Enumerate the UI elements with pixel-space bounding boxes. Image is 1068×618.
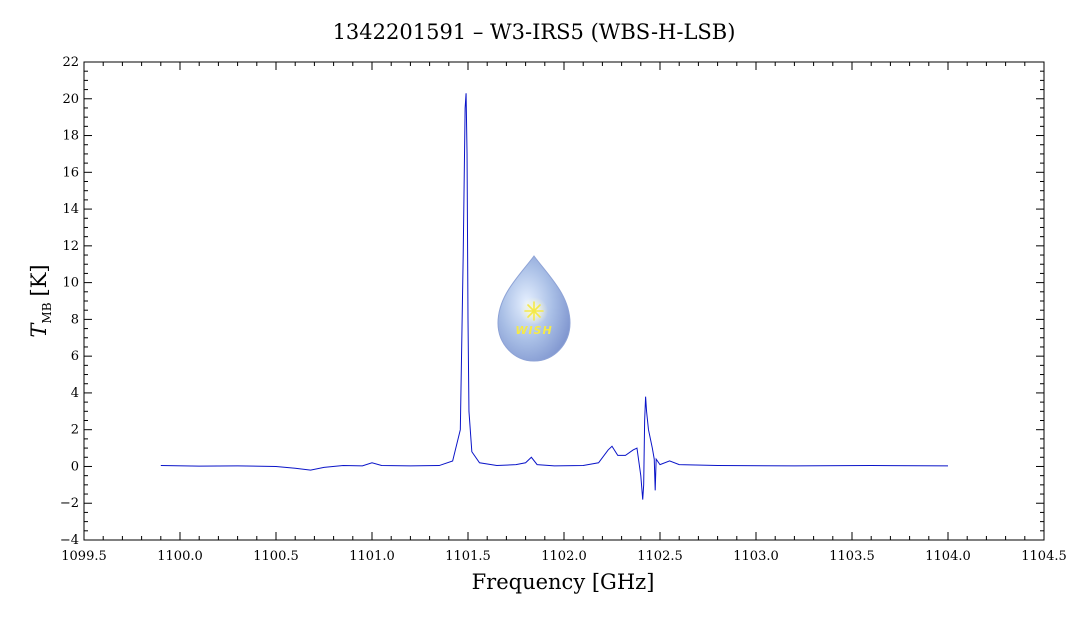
y-tick-labels: −4 −2 0 2 4 6 8 10 12 14 16 18 20 22 [60,55,79,548]
logo-text: WISH [515,324,552,337]
y-tick-label: 12 [62,239,79,254]
x-tick-label: 1099.5 [61,549,107,564]
y-axis-label: TMB [K] [27,264,54,337]
y-tick-label: 16 [62,165,79,180]
y-tick-label: 6 [71,349,79,364]
star-icon [524,301,544,321]
y-tick-label: 14 [62,202,79,217]
x-tick-labels: 1099.5 1100.0 1100.5 1101.0 1101.5 1102.0 1102… [61,549,1067,564]
y-tick-label: −4 [60,533,79,548]
y-axis-symbol: T [27,322,51,338]
spectrum-line [160,93,949,500]
svg-text:TMB[K]: TMB [K] [27,264,54,337]
y-tick-label: 0 [71,459,79,474]
y-tick-label: 20 [62,92,79,107]
x-tick-label: 1101.0 [349,549,395,564]
chart-title: 1342201591 – W3-IRS5 (WBS-H-LSB) [333,20,736,44]
wish-logo: WISH [497,255,571,362]
x-tick-label: 1104.5 [1021,549,1067,564]
x-axis-label: Frequency [GHz] [472,570,655,594]
x-tick-label: 1103.5 [829,549,875,564]
x-tick-label: 1104.0 [925,549,971,564]
y-tick-label: −2 [60,496,79,511]
y-tick-label: 22 [62,55,79,70]
tick-group [83,61,1045,541]
x-tick-label: 1102.0 [541,549,587,564]
y-axis-unit: [K] [27,264,51,296]
y-tick-label: 8 [71,312,79,327]
x-tick-label: 1103.0 [733,549,779,564]
x-tick-label: 1102.5 [637,549,683,564]
y-axis-subscript: MB [40,302,54,323]
x-tick-label: 1101.5 [445,549,491,564]
y-tick-label: 10 [62,276,79,291]
y-tick-label: 18 [62,129,79,144]
y-tick-label: 4 [71,386,79,401]
x-tick-label: 1100.5 [253,549,299,564]
y-tick-label: 2 [71,423,79,438]
x-tick-label: 1100.0 [157,549,203,564]
plot-frame [83,61,1045,541]
